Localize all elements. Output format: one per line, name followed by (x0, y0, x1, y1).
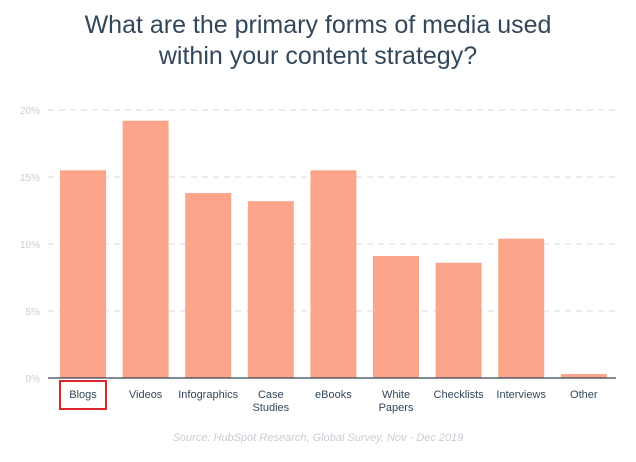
x-tick-label: Checklists (434, 389, 485, 401)
chart-source-note: Source: HubSpot Research, Global Survey,… (172, 432, 464, 444)
bar-other (560, 373, 607, 378)
y-tick-label: 15% (20, 173, 40, 184)
x-tick-label: Videos (129, 389, 163, 401)
bar-checklists (435, 262, 482, 378)
bar-interviews (498, 238, 545, 378)
bar-infographics (185, 193, 232, 378)
bar-case-studies (247, 201, 294, 378)
y-tick-label: 5% (26, 307, 41, 318)
chart-title: What are the primary forms of media used… (0, 10, 636, 72)
chart-title-line-2: within your content strategy? (158, 42, 478, 70)
bar-chart: 0% 5% 10% 15% 20% Blogs Videos Infographics Case… (20, 106, 616, 414)
x-tick-label: Other (570, 389, 598, 401)
y-tick-label: 20% (20, 106, 40, 117)
x-tick-label: White Papers (379, 389, 414, 414)
chart-title-line-1: What are the primary forms of media used (84, 11, 552, 39)
y-tick-label: 10% (20, 240, 40, 251)
x-tick-label: eBooks (315, 389, 352, 401)
x-tick-label: Blogs (69, 389, 97, 401)
bar-blogs (60, 170, 106, 378)
bar-ebooks (310, 170, 357, 378)
bar-videos (122, 120, 169, 378)
x-tick-label: Case Studies (252, 389, 289, 414)
x-tick-label: Infographics (178, 389, 238, 401)
y-tick-label: 0% (26, 374, 41, 385)
highlight-box (59, 380, 107, 410)
bar-white-papers (373, 256, 419, 378)
x-tick-label: Interviews (496, 389, 546, 401)
